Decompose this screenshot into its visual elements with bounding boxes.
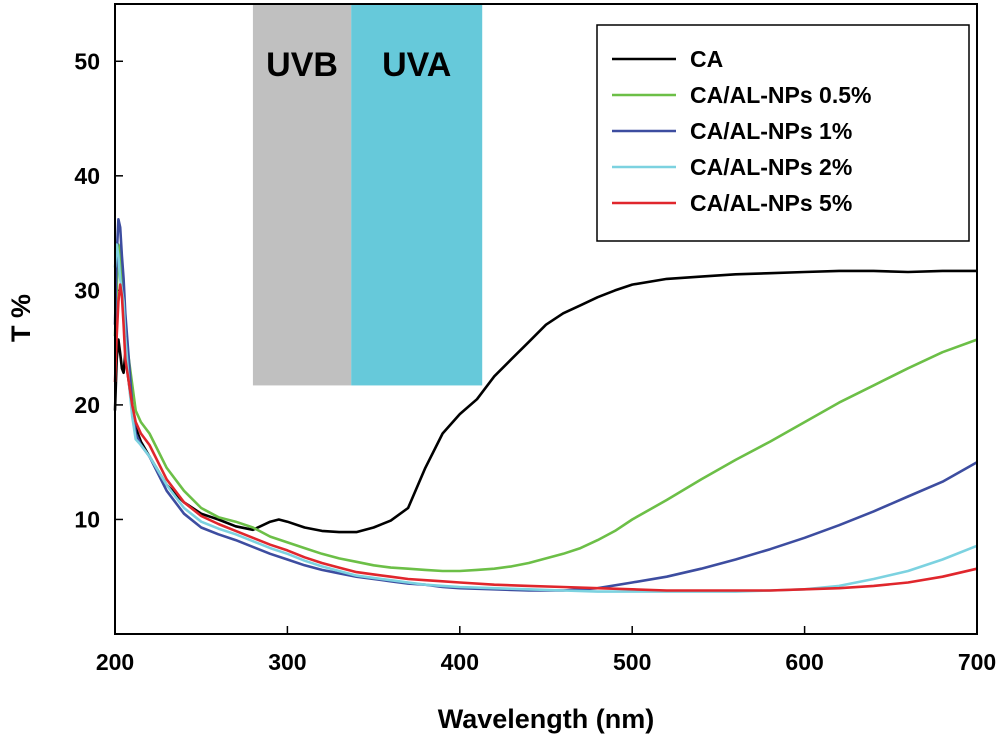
y-tick-label: 50 [74,48,100,74]
x-axis-title: Wavelength (nm) [438,704,655,734]
y-axis-title: T % [6,294,36,342]
y-tick-label: 30 [74,277,100,303]
band-uva [351,4,483,386]
x-tick-label: 500 [613,649,651,675]
axis-ticks: 200 300 400 500 600 700 10 20 30 40 50 [74,48,996,675]
x-tick-label: 700 [958,649,996,675]
y-tick-label: 10 [74,506,100,532]
series-line-ca [113,269,977,534]
x-tick-label: 600 [785,649,823,675]
legend-label-ca-al-nps-5: CA/AL-NPs 5% [690,190,852,216]
plot-frame [114,3,978,635]
band-uvb [252,4,352,386]
legend-label-ca-al-nps-1: CA/AL-NPs 1% [690,118,852,144]
x-tick-label: 200 [96,649,134,675]
series-line-ca-al-nps-1 [113,218,978,592]
legend-label-ca: CA [690,46,723,72]
legend: CA CA/AL-NPs 0.5% CA/AL-NPs 1% CA/AL-NPs 2%… [596,24,970,242]
uv-bands: UVB UVA [252,4,483,386]
y-tick-label: 20 [74,392,100,418]
series-lines [113,218,978,593]
y-tick-label: 40 [74,163,100,189]
band-label-uvb: UVB [266,46,338,84]
x-tick-label: 300 [268,649,306,675]
legend-label-ca-al-nps-0-5: CA/AL-NPs 0.5% [690,82,871,108]
series-line-ca-al-nps-2 [113,243,978,593]
series-line-ca-al-nps-0-5 [113,243,978,573]
x-tick-label: 400 [441,649,479,675]
band-label-uva: UVA [382,46,451,84]
legend-label-ca-al-nps-2: CA/AL-NPs 2% [690,154,852,180]
series-line-ca-al-nps-5 [113,283,978,592]
legend-box [596,24,970,242]
